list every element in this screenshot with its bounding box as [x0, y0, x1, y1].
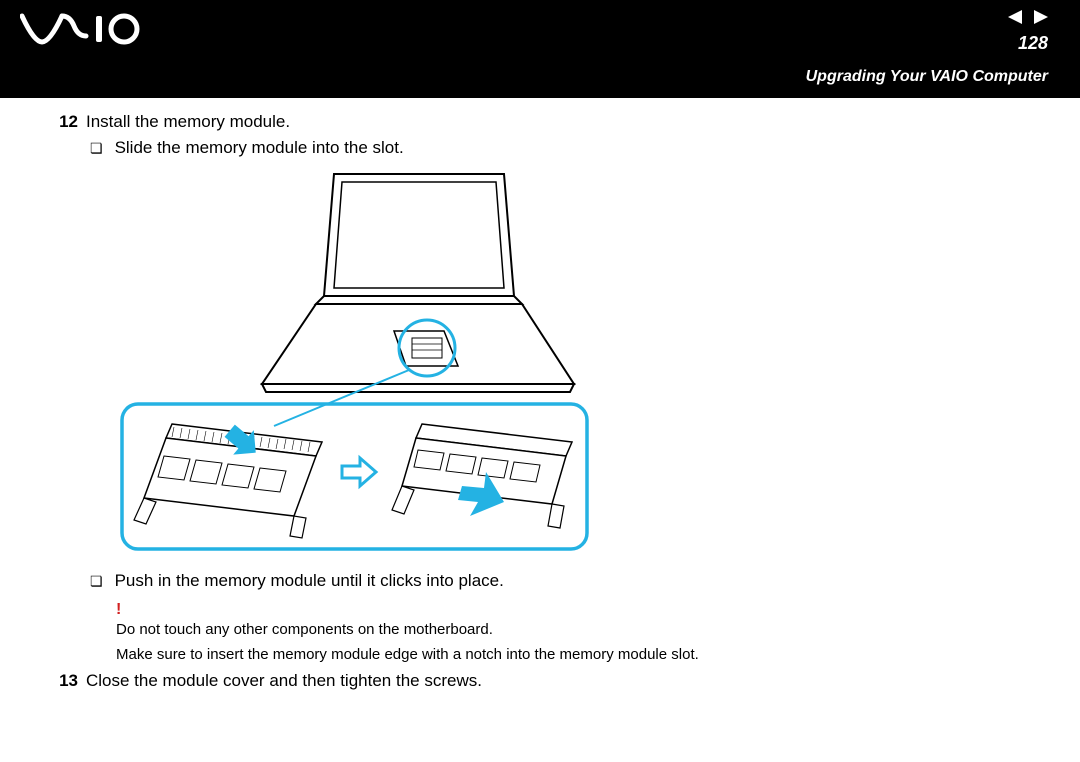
warning-block: ! Do not touch any other components on t…	[116, 601, 1020, 663]
warning-line-2: Make sure to insert the memory module ed…	[116, 646, 1020, 663]
vaio-logo	[20, 12, 140, 53]
bullet-push: ❏ Push in the memory module until it cli…	[90, 571, 1020, 591]
checkbox-icon: ❏	[90, 140, 103, 157]
step-12: 12 Install the memory module.	[54, 112, 1020, 132]
bullet-text: Push in the memory module until it click…	[115, 571, 504, 591]
step-13: 13 Close the module cover and then tight…	[54, 671, 1020, 691]
bullet-text: Slide the memory module into the slot.	[115, 138, 404, 158]
nav-prev-icon[interactable]	[1006, 10, 1024, 24]
checkbox-icon: ❏	[90, 573, 103, 590]
page-number: 128	[1018, 33, 1048, 54]
page-content: 12 Install the memory module. ❏ Slide th…	[0, 98, 1080, 691]
step-text: Install the memory module.	[86, 112, 290, 132]
nav-arrows	[1006, 10, 1050, 24]
header-bar: 128 Upgrading Your VAIO Computer	[0, 0, 1080, 98]
install-illustration	[114, 166, 1020, 561]
warning-line-1: Do not touch any other components on the…	[116, 621, 1020, 638]
step-number: 12	[54, 112, 78, 132]
breadcrumb: Upgrading Your VAIO Computer	[806, 68, 1048, 86]
nav-next-icon[interactable]	[1032, 10, 1050, 24]
warning-icon: !	[116, 601, 1020, 619]
step-text: Close the module cover and then tighten …	[86, 671, 482, 691]
step-number: 13	[54, 671, 78, 691]
bullet-slide: ❏ Slide the memory module into the slot.	[90, 138, 1020, 158]
